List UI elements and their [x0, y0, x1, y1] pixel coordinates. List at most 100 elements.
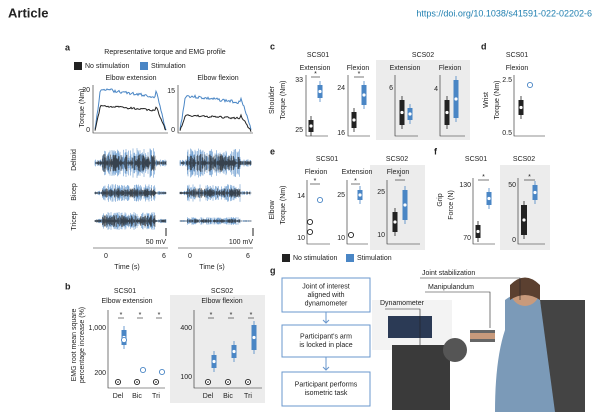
axis	[92, 85, 168, 134]
participant: SCS02	[386, 156, 408, 163]
legend-swatch	[346, 254, 354, 262]
tick-label: 400	[180, 325, 192, 332]
point	[120, 336, 128, 344]
callout	[425, 291, 491, 328]
tick-label: 200	[94, 370, 106, 377]
tick-label: 130	[459, 182, 471, 189]
emg-trace	[179, 188, 252, 198]
tick-label: 6	[162, 253, 166, 260]
flow-arrow	[322, 357, 330, 371]
tick-label: 50	[508, 182, 516, 189]
header-label: Article	[8, 5, 48, 20]
setup-illustration	[372, 277, 585, 412]
tick-label: 0	[104, 253, 108, 260]
panel-letter: c	[270, 41, 275, 51]
tick-label: 6	[389, 85, 393, 92]
point-center	[155, 381, 157, 383]
sig-star: *	[158, 312, 161, 319]
task: Flexion	[506, 65, 529, 72]
flow-text: Participant performs	[295, 382, 358, 389]
hair	[510, 277, 540, 300]
panel-shade	[370, 165, 425, 250]
joint-label: Elbow	[269, 200, 276, 220]
flow-text: is locked in place	[299, 342, 352, 349]
axis	[177, 85, 253, 134]
median	[318, 89, 322, 94]
flow-text: Joint of interest	[302, 283, 350, 290]
trace	[179, 94, 252, 130]
axis-label: Torque (Nm)	[79, 89, 86, 128]
flow-text: isometric task	[305, 390, 348, 397]
trace	[94, 104, 167, 131]
participant: SCS01	[316, 156, 338, 163]
axis-label: Torque (Nm)	[280, 186, 287, 225]
sig-star: *	[210, 312, 213, 319]
axis	[347, 75, 370, 137]
task: Flexion	[305, 169, 328, 176]
sig-star: *	[230, 312, 233, 319]
point-center	[136, 381, 138, 383]
emg-trace	[94, 154, 167, 172]
joint-label: Wrist	[483, 92, 490, 108]
median	[487, 196, 491, 201]
joint-label: Grip	[437, 193, 444, 206]
tick-label: 24	[337, 85, 345, 92]
tick-label: 16	[337, 130, 345, 137]
axis	[386, 180, 420, 245]
axis-label: EMG root mean square	[71, 309, 78, 382]
flow-text: Participant's arm	[300, 334, 352, 341]
task: Flexion	[439, 65, 462, 72]
x-label: Bic	[132, 393, 142, 400]
dynamometer	[392, 345, 450, 410]
sig-star: *	[528, 174, 531, 181]
sig-star: *	[482, 174, 485, 181]
task: Flexion	[387, 169, 410, 176]
callout-label: Dynamometer	[380, 300, 425, 307]
tick-label: 14	[297, 193, 305, 200]
tick-label: 1,000	[88, 325, 106, 332]
trace	[179, 113, 252, 132]
participant: SCS01	[114, 288, 136, 295]
tick-label: 4	[434, 86, 438, 93]
participant: SCS01	[465, 156, 487, 163]
emg-trace	[94, 215, 167, 227]
panel-letter: d	[481, 41, 487, 51]
tick-label: 0.5	[502, 130, 512, 137]
median	[533, 190, 537, 195]
panel-letter: f	[434, 146, 438, 156]
panel-shade	[170, 295, 265, 403]
sig-star: *	[399, 174, 402, 181]
flow-box	[281, 371, 371, 407]
point	[139, 366, 147, 374]
legend-swatch	[140, 62, 148, 70]
participant	[495, 292, 557, 412]
sig-star: *	[358, 71, 361, 78]
median	[408, 112, 412, 116]
tick-label: 10	[297, 235, 305, 242]
axis	[513, 75, 545, 137]
median	[454, 97, 458, 101]
axis	[193, 310, 262, 389]
panel-letter: e	[270, 146, 275, 156]
legend-text: Stimulation	[151, 63, 186, 70]
task: Extension	[390, 65, 421, 72]
tick-label: 33	[295, 77, 303, 84]
callout-label: Manipulandum	[428, 284, 474, 291]
x-label: Tri	[152, 393, 160, 400]
tick-label: 6	[246, 253, 250, 260]
participant: SCS02	[211, 288, 233, 295]
participant: SCS01	[307, 52, 329, 59]
column-title: Elbow extension	[106, 75, 157, 82]
median	[445, 110, 449, 115]
participant: SCS01	[506, 52, 528, 59]
legend-text: Stimulation	[357, 255, 392, 262]
point-center	[207, 381, 209, 383]
point	[158, 368, 166, 376]
median	[400, 110, 404, 115]
tick-label: 0	[171, 127, 175, 134]
participant: SCS02	[513, 156, 535, 163]
doi[interactable]: https://doi.org/10.1038/s41591-022-02202…	[416, 8, 592, 18]
axis-label: Time (s)	[114, 264, 139, 271]
joint-label: Shoulder	[269, 85, 276, 114]
median	[519, 105, 523, 110]
